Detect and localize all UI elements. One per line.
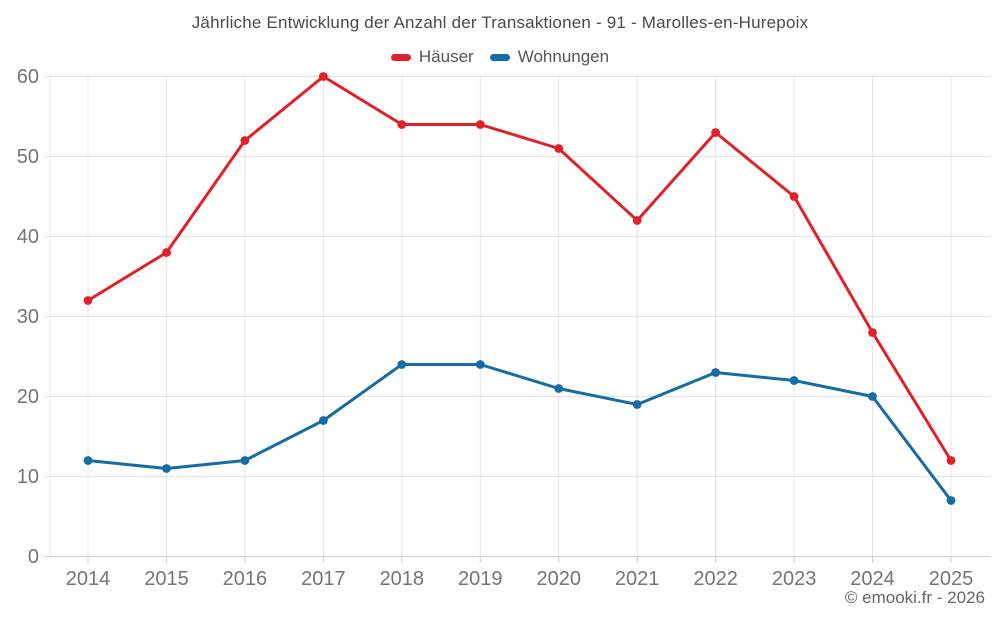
y-tick-label-30: 30 (17, 306, 39, 328)
data-point-Wohnungen-2020[interactable] (554, 384, 564, 393)
data-point-Häuser-2015[interactable] (162, 248, 171, 257)
data-point-Wohnungen-2018[interactable] (397, 360, 407, 369)
x-tick-label-2020: 2020 (536, 568, 581, 590)
x-tick-label-2015: 2015 (144, 568, 189, 590)
chart-title: Jährliche Entwicklung der Anzahl der Tra… (191, 13, 809, 32)
y-tick-label-0: 0 (28, 546, 39, 568)
legend: Häuser Wohnungen (0, 47, 1000, 67)
legend-swatch-haeuser-icon (390, 53, 411, 61)
legend-label-haeuser: Häuser (418, 47, 474, 66)
legend-item-haeuser[interactable]: Häuser (390, 47, 474, 67)
data-point-Häuser-2025[interactable] (946, 456, 956, 465)
x-tick-label-2025: 2025 (929, 568, 974, 590)
y-tick-label-40: 40 (17, 226, 39, 248)
x-tick-label-2019: 2019 (458, 568, 503, 590)
y-tick-label-60: 60 (17, 66, 39, 88)
legend-swatch-wohnungen-icon (489, 53, 510, 61)
data-point-Wohnungen-2022[interactable] (711, 368, 720, 377)
x-tick-label-2018: 2018 (380, 568, 425, 590)
y-tick-label-20: 20 (17, 386, 39, 408)
y-tick-label-10: 10 (17, 466, 39, 488)
x-tick-label-2021: 2021 (615, 568, 660, 590)
legend-label-wohnungen: Wohnungen (517, 47, 610, 66)
copyright: © emooki.fr - 2026 (844, 588, 985, 607)
series-line-1 (86, 363, 953, 502)
data-point-Häuser-2024[interactable] (868, 328, 877, 337)
data-point-Wohnungen-2016[interactable] (240, 456, 250, 465)
data-point-Häuser-2023[interactable] (789, 192, 799, 201)
x-tick-label-2014: 2014 (66, 568, 111, 590)
data-point-Wohnungen-2015[interactable] (162, 464, 171, 473)
x-tick-label-2022: 2022 (693, 568, 738, 590)
data-point-Wohnungen-2024[interactable] (868, 392, 877, 401)
data-point-Häuser-2022[interactable] (711, 128, 720, 137)
data-point-Wohnungen-2025[interactable] (946, 496, 956, 505)
legend-item-wohnungen[interactable]: Wohnungen (489, 47, 610, 67)
x-tick-label-2023: 2023 (772, 568, 817, 590)
data-point-Häuser-2018[interactable] (397, 120, 407, 129)
x-tick-label-2024: 2024 (850, 568, 895, 590)
data-point-Wohnungen-2017[interactable] (319, 416, 328, 425)
data-point-Wohnungen-2014[interactable] (83, 456, 93, 465)
data-point-Wohnungen-2023[interactable] (789, 376, 799, 385)
data-point-Häuser-2014[interactable] (83, 296, 93, 305)
series-line-0 (86, 75, 953, 462)
data-point-Häuser-2016[interactable] (240, 136, 250, 145)
data-point-Häuser-2019[interactable] (475, 120, 485, 129)
data-point-Häuser-2021[interactable] (632, 216, 642, 225)
x-tick-label-2016: 2016 (223, 568, 268, 590)
x-tick-label-2017: 2017 (301, 568, 346, 590)
data-point-Häuser-2017[interactable] (319, 72, 328, 81)
y-tick-label-50: 50 (17, 146, 39, 168)
data-point-Wohnungen-2019[interactable] (475, 360, 485, 369)
data-point-Wohnungen-2021[interactable] (632, 400, 642, 409)
data-point-Häuser-2020[interactable] (554, 144, 564, 153)
